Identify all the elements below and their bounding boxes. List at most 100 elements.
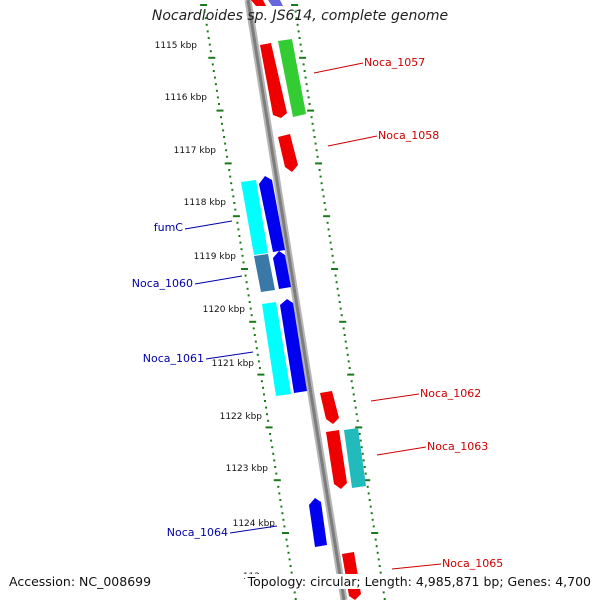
minor-tick (283, 525, 286, 528)
gene-noca-1057-cds[interactable] (278, 39, 306, 117)
minor-tick (328, 235, 331, 237)
minor-tick (274, 466, 277, 468)
gene-label-noca-1064[interactable]: Noca_1064 (167, 526, 228, 539)
minor-tick (326, 221, 329, 224)
major-tick (224, 162, 232, 165)
gene-noca-1058[interactable] (278, 134, 298, 172)
gene-label-noca-1062[interactable]: Noca_1062 (420, 387, 481, 400)
minor-tick (245, 281, 248, 284)
minor-tick (318, 169, 321, 171)
minor-tick (277, 485, 280, 488)
minor-tick (254, 340, 257, 343)
minor-tick (368, 499, 371, 501)
scale-label: 1123 kbp (226, 464, 269, 474)
minor-tick (369, 505, 372, 508)
minor-tick (249, 307, 252, 310)
gene-label-noca-1065[interactable]: Noca_1065 (442, 557, 503, 570)
minor-tick (348, 367, 351, 369)
minor-tick (280, 505, 283, 508)
gene-feature-top-red[interactable] (251, 0, 266, 6)
minor-tick (248, 301, 251, 303)
major-tick (363, 479, 371, 482)
minor-tick (336, 287, 339, 290)
minor-tick (263, 393, 265, 396)
gene-noca-1063[interactable] (326, 430, 347, 489)
major-tick (323, 215, 331, 218)
minor-tick (354, 406, 357, 409)
major-tick (208, 56, 216, 59)
minor-tick (322, 195, 325, 198)
minor-tick (265, 406, 267, 409)
major-tick (200, 4, 208, 6)
scale-label: 1119 kbp (194, 252, 237, 262)
minor-tick (208, 43, 211, 46)
outer-tick-track (291, 4, 387, 600)
gene-noca-1060[interactable] (273, 251, 291, 289)
minor-tick (371, 518, 374, 521)
minor-tick (308, 103, 311, 105)
inner-tick-track (200, 4, 298, 600)
minor-tick (358, 433, 361, 435)
gene-label-noca-1060[interactable]: Noca_1060 (132, 277, 193, 290)
minor-tick (250, 314, 253, 317)
major-tick (249, 320, 257, 323)
gene-noca-1061[interactable] (280, 299, 307, 393)
major-tick (315, 162, 323, 165)
gene-labels-right: Noca_1057 Noca_1058 Noca_1062 Noca_1063 … (313, 56, 503, 570)
scale-label: 1124 kbp (233, 519, 276, 529)
minor-tick (236, 221, 239, 224)
minor-tick (321, 188, 324, 191)
gene-label-noca-1063[interactable]: Noca_1063 (427, 440, 488, 453)
gene-noca-1063-cds[interactable] (344, 428, 366, 488)
minor-tick (225, 149, 228, 152)
gene-feature-top-blue[interactable] (268, 0, 283, 6)
minor-tick (311, 122, 314, 125)
minor-tick (327, 228, 330, 231)
minor-tick (303, 70, 306, 72)
minor-tick (377, 558, 380, 561)
minor-tick (350, 380, 353, 383)
minor-tick (253, 334, 256, 336)
minor-tick (233, 202, 236, 204)
minor-tick (271, 446, 274, 449)
minor-tick (302, 63, 305, 66)
gene-noca-1062[interactable] (320, 391, 339, 424)
minor-tick (294, 10, 297, 13)
major-tick (339, 320, 347, 323)
gene-noca-1060-cds[interactable] (254, 254, 275, 292)
minor-tick (355, 413, 358, 416)
gene-fumc-cds[interactable] (241, 180, 268, 255)
gene-label-noca-1057[interactable]: Noca_1057 (364, 56, 425, 69)
minor-tick (281, 512, 284, 515)
gene-noca-1061-cds[interactable] (262, 302, 291, 396)
gene-label-noca-1058[interactable]: Noca_1058 (378, 129, 439, 142)
minor-tick (315, 149, 318, 152)
gene-noca-1057[interactable] (260, 43, 287, 118)
minor-tick (346, 353, 349, 356)
gene-noca-1064[interactable] (309, 498, 327, 547)
minor-tick (262, 386, 264, 389)
minor-tick (255, 347, 258, 350)
minor-tick (230, 182, 233, 185)
major-tick (331, 268, 339, 270)
major-tick (216, 109, 224, 112)
minor-tick (363, 466, 366, 468)
minor-tick (260, 380, 263, 383)
map-title: Nocardioides sp. JS614, complete genome (151, 8, 449, 24)
minor-tick (364, 472, 367, 475)
minor-tick (378, 565, 381, 567)
scale-labels: 1115 kbp 1116 kbp 1117 kbp 1118 kbp 1119… (155, 41, 276, 582)
minor-tick (290, 571, 293, 574)
gene-fumc[interactable] (259, 176, 285, 252)
gene-label-noca-1061[interactable]: Noca_1061 (143, 352, 204, 365)
minor-tick (360, 446, 363, 449)
minor-tick (207, 37, 210, 39)
minor-tick (376, 551, 379, 554)
minor-tick (370, 512, 373, 515)
major-tick (355, 426, 363, 429)
major-tick (371, 532, 379, 534)
minor-tick (374, 538, 377, 541)
minor-tick (288, 558, 291, 561)
gene-label-fumc[interactable]: fumC (154, 221, 184, 234)
